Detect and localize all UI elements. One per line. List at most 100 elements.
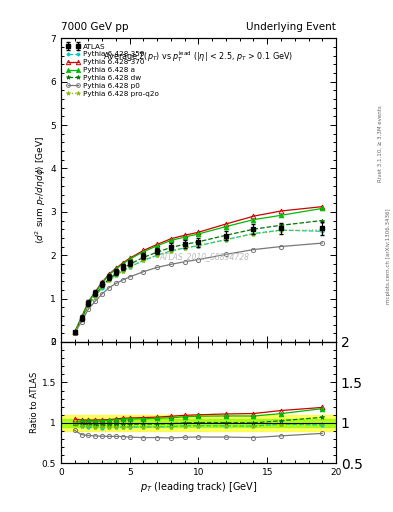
- Pythia 6.428 359: [120, 268, 125, 274]
- Pythia 6.428 dw: [107, 275, 112, 282]
- Pythia 6.428 370: [100, 279, 105, 285]
- Pythia 6.428 pro-q2o: [86, 302, 91, 308]
- Pythia 6.428 p0: [182, 259, 187, 265]
- Line: Pythia 6.428 pro-q2o: Pythia 6.428 pro-q2o: [72, 228, 325, 335]
- Pythia 6.428 370: [155, 241, 160, 247]
- Pythia 6.428 dw: [196, 239, 201, 245]
- Legend: ATLAS, Pythia 6.428 359, Pythia 6.428 370, Pythia 6.428 a, Pythia 6.428 dw, Pyth: ATLAS, Pythia 6.428 359, Pythia 6.428 37…: [64, 42, 161, 98]
- Pythia 6.428 370: [72, 329, 77, 335]
- Pythia 6.428 dw: [182, 241, 187, 247]
- Pythia 6.428 359: [72, 329, 77, 335]
- Pythia 6.428 p0: [169, 261, 173, 267]
- Pythia 6.428 pro-q2o: [169, 248, 173, 254]
- Pythia 6.428 370: [196, 229, 201, 236]
- Pythia 6.428 370: [169, 236, 173, 242]
- Pythia 6.428 a: [72, 329, 77, 335]
- Text: 7000 GeV pp: 7000 GeV pp: [61, 22, 129, 32]
- Text: Rivet 3.1.10, ≥ 3.3M events: Rivet 3.1.10, ≥ 3.3M events: [378, 105, 383, 182]
- Pythia 6.428 pro-q2o: [120, 268, 125, 274]
- Pythia 6.428 p0: [93, 298, 97, 304]
- Pythia 6.428 pro-q2o: [320, 227, 325, 233]
- Bar: [61, 419, 336, 427]
- Pythia 6.428 pro-q2o: [196, 243, 201, 249]
- Pythia 6.428 359: [320, 228, 325, 234]
- Pythia 6.428 dw: [224, 232, 228, 239]
- Pythia 6.428 dw: [320, 218, 325, 224]
- Pythia 6.428 p0: [155, 264, 160, 270]
- Pythia 6.428 pro-q2o: [182, 245, 187, 251]
- Line: Pythia 6.428 dw: Pythia 6.428 dw: [72, 218, 325, 335]
- Pythia 6.428 dw: [72, 329, 77, 335]
- Text: ATLAS_2010_S8894728: ATLAS_2010_S8894728: [159, 252, 249, 262]
- Pythia 6.428 359: [79, 316, 84, 322]
- Pythia 6.428 370: [182, 232, 187, 239]
- Pythia 6.428 dw: [114, 270, 118, 276]
- Pythia 6.428 p0: [107, 285, 112, 291]
- Pythia 6.428 370: [224, 221, 228, 227]
- Pythia 6.428 370: [86, 298, 91, 305]
- Text: Underlying Event: Underlying Event: [246, 22, 336, 32]
- Pythia 6.428 a: [93, 289, 97, 295]
- X-axis label: $p_T$ (leading track) [GeV]: $p_T$ (leading track) [GeV]: [140, 480, 257, 494]
- Pythia 6.428 a: [127, 256, 132, 262]
- Pythia 6.428 pro-q2o: [155, 252, 160, 258]
- Pythia 6.428 370: [127, 255, 132, 261]
- Pythia 6.428 p0: [320, 240, 325, 246]
- Line: Pythia 6.428 a: Pythia 6.428 a: [72, 206, 325, 335]
- Pythia 6.428 pro-q2o: [251, 231, 256, 237]
- Pythia 6.428 pro-q2o: [127, 264, 132, 270]
- Pythia 6.428 359: [141, 258, 146, 264]
- Pythia 6.428 p0: [86, 306, 91, 312]
- Pythia 6.428 p0: [114, 281, 118, 287]
- Pythia 6.428 pro-q2o: [141, 258, 146, 264]
- Pythia 6.428 370: [93, 289, 97, 295]
- Pythia 6.428 359: [155, 252, 160, 258]
- Pythia 6.428 dw: [127, 261, 132, 267]
- Pythia 6.428 a: [120, 261, 125, 267]
- Text: mcplots.cern.ch [arXiv:1306.3436]: mcplots.cern.ch [arXiv:1306.3436]: [386, 208, 391, 304]
- Pythia 6.428 dw: [155, 249, 160, 255]
- Pythia 6.428 a: [100, 280, 105, 286]
- Pythia 6.428 a: [155, 243, 160, 249]
- Pythia 6.428 359: [169, 248, 173, 254]
- Pythia 6.428 370: [79, 314, 84, 321]
- Pythia 6.428 359: [93, 293, 97, 299]
- Pythia 6.428 dw: [86, 301, 91, 307]
- Pythia 6.428 pro-q2o: [100, 284, 105, 290]
- Pythia 6.428 dw: [79, 315, 84, 322]
- Pythia 6.428 p0: [279, 244, 283, 250]
- Pythia 6.428 370: [279, 208, 283, 214]
- Pythia 6.428 pro-q2o: [114, 272, 118, 278]
- Pythia 6.428 359: [224, 237, 228, 243]
- Pythia 6.428 359: [114, 272, 118, 278]
- Pythia 6.428 pro-q2o: [93, 292, 97, 298]
- Pythia 6.428 dw: [93, 292, 97, 298]
- Pythia 6.428 pro-q2o: [79, 316, 84, 322]
- Pythia 6.428 359: [182, 245, 187, 251]
- Pythia 6.428 p0: [79, 318, 84, 325]
- Pythia 6.428 359: [100, 285, 105, 291]
- Pythia 6.428 pro-q2o: [107, 278, 112, 284]
- Pythia 6.428 dw: [169, 244, 173, 250]
- Pythia 6.428 359: [251, 230, 256, 237]
- Pythia 6.428 359: [86, 302, 91, 308]
- Pythia 6.428 a: [182, 234, 187, 240]
- Pythia 6.428 p0: [100, 291, 105, 297]
- Pythia 6.428 359: [196, 243, 201, 249]
- Pythia 6.428 a: [251, 217, 256, 223]
- Pythia 6.428 a: [141, 249, 146, 255]
- Pythia 6.428 pro-q2o: [279, 227, 283, 233]
- Line: Pythia 6.428 p0: Pythia 6.428 p0: [73, 241, 324, 335]
- Pythia 6.428 370: [114, 265, 118, 271]
- Y-axis label: Ratio to ATLAS: Ratio to ATLAS: [30, 372, 39, 433]
- Pythia 6.428 a: [86, 299, 91, 305]
- Pythia 6.428 pro-q2o: [224, 237, 228, 243]
- Pythia 6.428 370: [107, 271, 112, 278]
- Pythia 6.428 dw: [279, 222, 283, 228]
- Pythia 6.428 370: [141, 247, 146, 253]
- Pythia 6.428 dw: [251, 226, 256, 232]
- Pythia 6.428 359: [107, 278, 112, 284]
- Pythia 6.428 p0: [120, 277, 125, 283]
- Pythia 6.428 a: [169, 238, 173, 244]
- Pythia 6.428 pro-q2o: [72, 329, 77, 335]
